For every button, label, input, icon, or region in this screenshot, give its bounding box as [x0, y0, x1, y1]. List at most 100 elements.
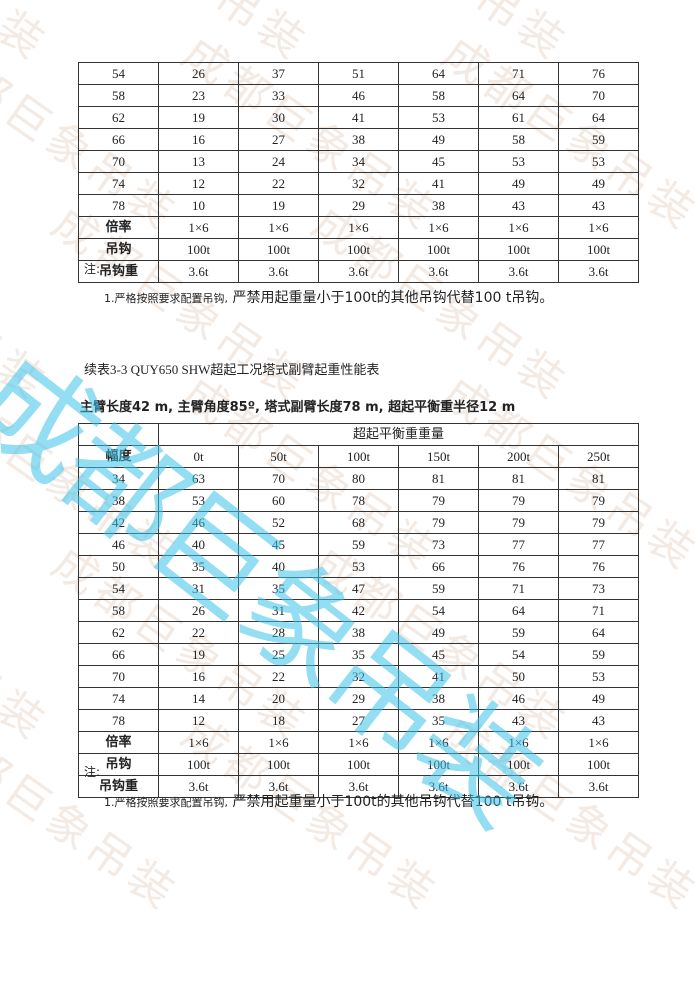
value-cell: 14 — [158, 687, 239, 710]
value-cell: 27 — [318, 709, 399, 732]
column-header: 200t — [478, 445, 559, 468]
value-cell: 79 — [398, 511, 479, 534]
value-cell: 19 — [238, 194, 319, 217]
value-cell: 3.6t — [158, 260, 239, 283]
row-label-cell: 46 — [78, 533, 159, 556]
value-cell: 24 — [238, 150, 319, 173]
value-cell: 63 — [158, 467, 239, 490]
value-cell: 51 — [318, 62, 399, 85]
value-cell: 1×6 — [558, 216, 639, 239]
row-label-cell: 38 — [78, 489, 159, 512]
value-cell: 79 — [398, 489, 479, 512]
value-cell: 71 — [478, 577, 559, 600]
value-cell: 35 — [158, 555, 239, 578]
row-label-cell: 62 — [78, 106, 159, 129]
value-cell: 76 — [558, 62, 639, 85]
value-cell: 38 — [398, 687, 479, 710]
value-cell: 18 — [238, 709, 319, 732]
group-header: 超起平衡重重量 — [158, 423, 639, 446]
table-row: 倍率 1×6 1×6 1×6 1×6 1×6 1×6 — [78, 731, 639, 754]
value-cell: 3.6t — [478, 775, 559, 798]
value-cell: 100t — [318, 753, 399, 776]
value-cell: 42 — [318, 599, 399, 622]
note-heading-2: 注: — [84, 765, 101, 779]
value-cell: 100t — [238, 238, 319, 261]
table-row: 70 13 24 34 45 53 53 — [78, 150, 639, 173]
value-cell: 1×6 — [318, 216, 399, 239]
value-cell: 58 — [478, 128, 559, 151]
value-cell: 3.6t — [478, 260, 559, 283]
value-cell: 3.6t — [318, 775, 399, 798]
value-cell: 70 — [238, 467, 319, 490]
value-cell: 1×6 — [558, 731, 639, 754]
table-row: 54 26 37 51 64 71 76 — [78, 62, 639, 85]
value-cell: 64 — [558, 621, 639, 644]
watermark-tile: 成都巨象吊装 — [0, 197, 58, 412]
column-header: 250t — [558, 445, 639, 468]
value-cell: 34 — [318, 150, 399, 173]
value-cell: 22 — [238, 172, 319, 195]
value-cell: 46 — [478, 687, 559, 710]
header-row: 超起平衡重重量 — [78, 423, 639, 446]
value-cell: 1×6 — [478, 731, 559, 754]
value-cell: 1×6 — [318, 731, 399, 754]
table-row: 吊钩 100t 100t 100t 100t 100t 100t — [78, 753, 639, 776]
value-cell: 28 — [238, 621, 319, 644]
value-cell: 46 — [158, 511, 239, 534]
row-label-cell: 倍率 — [78, 731, 159, 754]
value-cell: 1×6 — [158, 731, 239, 754]
value-cell: 49 — [558, 687, 639, 710]
table-row: 吊钩 100t 100t 100t 100t 100t 100t — [78, 238, 639, 261]
value-cell: 45 — [238, 533, 319, 556]
value-cell: 79 — [478, 489, 559, 512]
note-item-1: 1.严格按照要求配置吊钩, 严禁用起重量小于100t的其他吊钩代替100 t吊钩… — [104, 287, 553, 307]
row-label-cell: 倍率 — [78, 216, 159, 239]
value-cell: 19 — [158, 106, 239, 129]
value-cell: 19 — [158, 643, 239, 666]
value-cell: 81 — [478, 467, 559, 490]
value-cell: 61 — [478, 106, 559, 129]
value-cell: 1×6 — [478, 216, 559, 239]
value-cell: 12 — [158, 172, 239, 195]
value-cell: 59 — [558, 643, 639, 666]
row-label-cell: 66 — [78, 643, 159, 666]
watermark-tile: 成都巨象吊装 — [303, 0, 578, 72]
value-cell: 52 — [238, 511, 319, 534]
value-cell: 38 — [398, 194, 479, 217]
column-header: 100t — [318, 445, 399, 468]
value-cell: 73 — [398, 533, 479, 556]
value-cell: 3.6t — [398, 775, 479, 798]
note-prefix: 1.严格按照要求配置吊钩, — [104, 292, 228, 305]
value-cell: 31 — [238, 599, 319, 622]
value-cell: 100t — [318, 238, 399, 261]
value-cell: 59 — [478, 621, 559, 644]
table-row: 78 10 19 29 38 43 43 — [78, 194, 639, 217]
value-cell: 3.6t — [158, 775, 239, 798]
row-label-cell: 62 — [78, 621, 159, 644]
corner-cell — [78, 423, 159, 446]
value-cell: 41 — [318, 106, 399, 129]
table-row: 38 53 60 78 79 79 79 — [78, 489, 639, 512]
value-cell: 20 — [238, 687, 319, 710]
note-text: 严禁用起重量小于100t的其他吊钩代替100 t吊钩。 — [232, 794, 554, 810]
value-cell: 1×6 — [398, 216, 479, 239]
column-header-row: 幅度 0t 50t 100t 150t 200t 250t — [78, 445, 639, 468]
value-cell: 1×6 — [238, 731, 319, 754]
table-row: 50 35 40 53 66 76 76 — [78, 555, 639, 578]
table-row: 34 63 70 80 81 81 81 — [78, 467, 639, 490]
row-label-cell: 66 — [78, 128, 159, 151]
row-label-cell: 58 — [78, 599, 159, 622]
value-cell: 100t — [238, 753, 319, 776]
row-label-cell: 70 — [78, 150, 159, 173]
value-cell: 13 — [158, 150, 239, 173]
value-cell: 3.6t — [238, 775, 319, 798]
row-header: 幅度 — [78, 445, 159, 468]
value-cell: 45 — [398, 150, 479, 173]
row-label-cell: 吊钩重 — [78, 775, 159, 798]
row-label-cell: 吊钩重 — [78, 260, 159, 283]
table-row: 62 19 30 41 53 61 64 — [78, 106, 639, 129]
value-cell: 43 — [558, 709, 639, 732]
value-cell: 22 — [238, 665, 319, 688]
column-header: 50t — [238, 445, 319, 468]
watermark-tile: 成都巨象吊装 — [0, 537, 58, 752]
